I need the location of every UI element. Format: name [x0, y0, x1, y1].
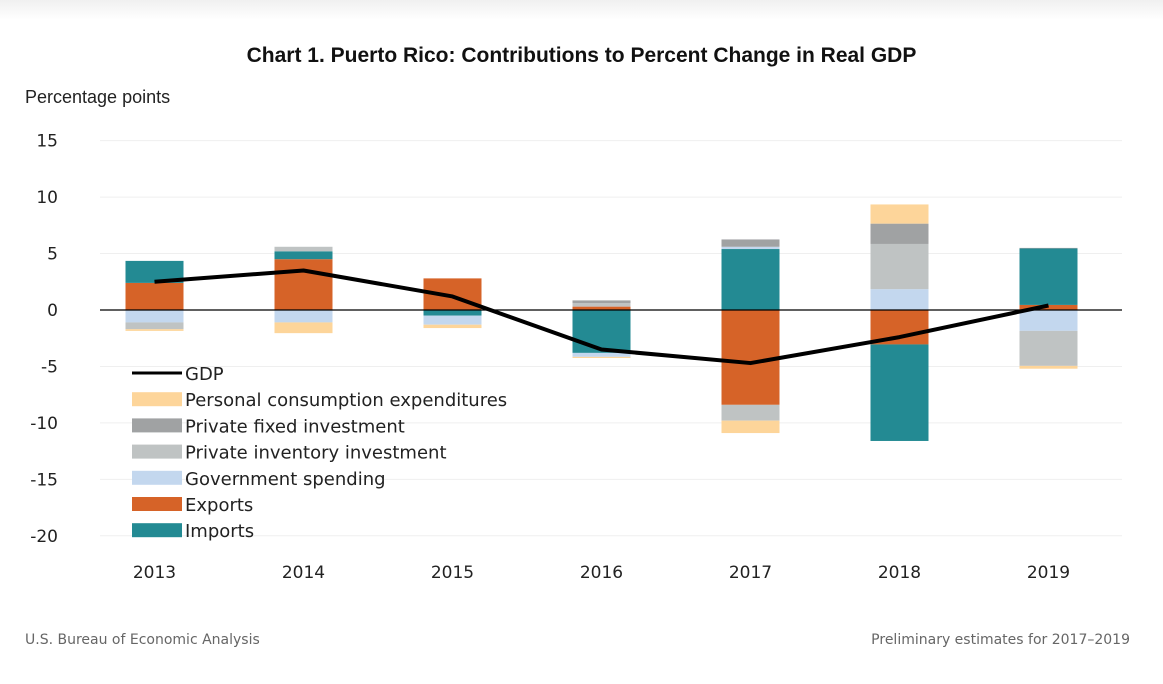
- bar-exports: [572, 306, 631, 310]
- legend-swatch: [132, 497, 182, 511]
- bar-imports: [1019, 248, 1078, 305]
- legend-swatch: [132, 444, 182, 459]
- y-tick-label: -5: [41, 357, 58, 377]
- x-tick-label: 2015: [431, 563, 474, 583]
- bar-government-spending: [125, 310, 184, 323]
- y-tick-label: 0: [47, 301, 58, 321]
- legend-label: Personal consumption expenditures: [185, 390, 507, 411]
- source-note: U.S. Bureau of Economic Analysis: [25, 632, 260, 648]
- bar-private-inventory-investment: [870, 243, 929, 290]
- bar-personal-consumption-expenditures: [423, 324, 482, 329]
- bar-personal-consumption-expenditures: [274, 322, 333, 334]
- legend-label: Exports: [185, 495, 253, 516]
- bar-imports: [721, 249, 780, 310]
- legend-label: Imports: [185, 521, 254, 542]
- bar-private-inventory-investment: [274, 246, 333, 252]
- estimates-note: Preliminary estimates for 2017–2019: [871, 632, 1130, 648]
- legend-swatch: [132, 418, 182, 433]
- x-tick-label: 2016: [580, 563, 623, 583]
- bar-private-inventory-investment: [125, 322, 184, 330]
- legend-label: Government spending: [185, 469, 386, 490]
- top-bar: [0, 0, 1163, 20]
- bar-government-spending: [274, 310, 333, 323]
- bar-imports: [870, 344, 929, 441]
- bar-government-spending: [572, 352, 631, 357]
- bar-personal-consumption-expenditures: [1019, 365, 1078, 369]
- y-axis-label: Percentage points: [25, 87, 171, 107]
- x-tick-label: 2013: [133, 563, 176, 583]
- bar-imports: [125, 260, 184, 283]
- legend-label: Private fixed investment: [185, 416, 405, 437]
- bar-imports: [423, 310, 482, 316]
- chart-title: Chart 1. Puerto Rico: Contributions to P…: [246, 44, 917, 67]
- bar-private-fixed-investment: [572, 300, 631, 304]
- bar-personal-consumption-expenditures: [721, 420, 780, 434]
- gdp-line: [154, 268, 1049, 366]
- x-tick-label: 2019: [1027, 563, 1070, 583]
- bar-exports: [274, 259, 333, 310]
- x-tick-label: 2014: [282, 563, 325, 583]
- legend-swatch: [132, 392, 182, 407]
- bar-personal-consumption-expenditures: [572, 356, 631, 358]
- bar-private-inventory-investment: [572, 303, 631, 307]
- bar-private-fixed-investment: [1019, 247, 1078, 249]
- bar-personal-consumption-expenditures: [125, 329, 184, 331]
- bar-government-spending: [423, 315, 482, 325]
- bar-personal-consumption-expenditures: [870, 204, 929, 224]
- legend-label: Private inventory investment: [185, 443, 447, 464]
- bar-private-fixed-investment: [870, 223, 929, 244]
- bar-government-spending: [870, 289, 929, 310]
- bar-imports: [274, 251, 333, 260]
- bar-imports: [572, 310, 631, 353]
- legend-swatch: [132, 470, 182, 485]
- legend-swatch: [132, 523, 182, 538]
- bar-private-inventory-investment: [1019, 330, 1078, 366]
- legend-label: GDP: [185, 364, 224, 385]
- bar-private-inventory-investment: [721, 404, 780, 421]
- x-tick-label: 2018: [878, 563, 921, 583]
- y-tick-label: 5: [47, 245, 58, 265]
- y-tick-label: -15: [30, 470, 58, 490]
- y-tick-label: -10: [30, 414, 58, 434]
- bar-government-spending: [721, 246, 780, 250]
- y-tick-label: -20: [30, 527, 58, 547]
- x-tick-label: 2017: [729, 563, 772, 583]
- y-tick-label: 15: [36, 132, 58, 152]
- bar-exports: [125, 282, 184, 310]
- y-tick-label: 10: [36, 188, 58, 208]
- bar-government-spending: [1019, 310, 1078, 331]
- bar-exports: [721, 310, 780, 405]
- bar-private-fixed-investment: [721, 239, 780, 247]
